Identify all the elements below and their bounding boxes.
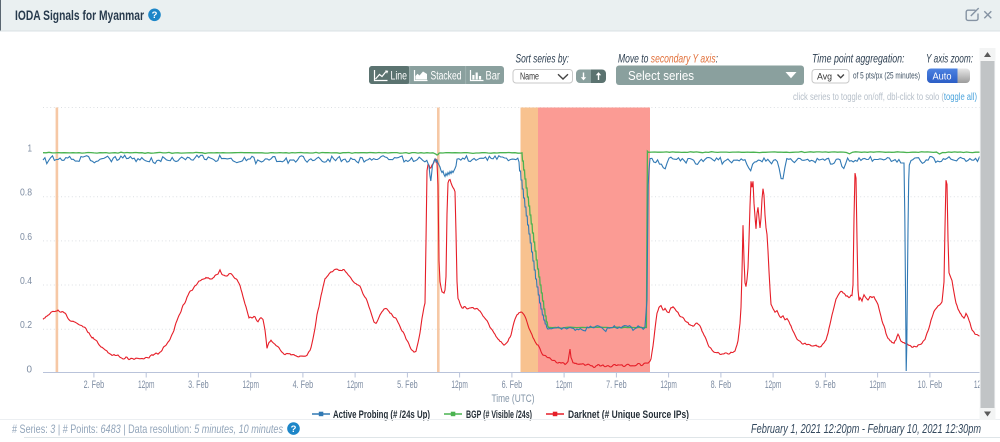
svg-text:6483: 6483: [101, 422, 121, 436]
svg-text:12pm: 12pm: [660, 379, 677, 391]
svg-text:12pm: 12pm: [347, 379, 364, 391]
svg-text:12pm: 12pm: [765, 379, 782, 391]
svg-text:February 1, 2021 12:20pm - Feb: February 1, 2021 12:20pm - February 10, …: [751, 422, 981, 436]
svg-text:# Series:: # Series:: [12, 422, 50, 436]
svg-text:Time point aggregation:: Time point aggregation:: [812, 52, 905, 66]
svg-text:Name: Name: [520, 72, 539, 83]
svg-text:IODA Signals for Myanmar: IODA Signals for Myanmar: [15, 7, 144, 23]
svg-text:3. Feb: 3. Feb: [188, 379, 209, 391]
svg-text:Y axis zoom:: Y axis zoom:: [926, 52, 973, 66]
svg-text:1: 1: [28, 144, 33, 155]
svg-text:Time (UTC): Time (UTC): [492, 393, 535, 405]
svg-text:Line: Line: [391, 68, 408, 82]
svg-text:0.6: 0.6: [20, 232, 32, 243]
svg-text:Bar: Bar: [486, 68, 501, 82]
svg-text:6. Feb: 6. Feb: [502, 379, 523, 391]
svg-text:12pm: 12pm: [556, 379, 573, 391]
svg-text:12pm: 12pm: [451, 379, 468, 391]
svg-text:5. Feb: 5. Feb: [397, 379, 418, 391]
svg-text:0.2: 0.2: [20, 320, 32, 331]
svg-text:Avg: Avg: [817, 71, 832, 82]
svg-text:Select series: Select series: [628, 68, 694, 83]
svg-text:12pm: 12pm: [138, 379, 155, 391]
svg-text:| Data resolution:: | Data resolution:: [121, 422, 195, 436]
svg-text:2. Feb: 2. Feb: [84, 379, 105, 391]
svg-text:0: 0: [27, 364, 33, 375]
svg-text:| # Points:: | # Points:: [55, 422, 100, 436]
svg-text:5 minutes, 10 minutes: 5 minutes, 10 minutes: [194, 422, 283, 436]
svg-text:8. Feb: 8. Feb: [711, 379, 732, 391]
svg-text:0.8: 0.8: [20, 188, 32, 199]
svg-text::: :: [716, 52, 718, 66]
svg-text:?: ?: [152, 10, 158, 21]
svg-text:?: ?: [291, 424, 297, 435]
svg-text:click series to toggle on/off,: click series to toggle on/off, dbl-click…: [793, 92, 944, 103]
svg-text:toggle all): toggle all): [944, 92, 977, 103]
svg-text:4. Feb: 4. Feb: [293, 379, 314, 391]
svg-text:BGP (# Visible /24s): BGP (# Visible /24s): [466, 409, 532, 421]
svg-text:Active Probing (# /24s Up): Active Probing (# /24s Up): [333, 409, 430, 421]
svg-text:12pm: 12pm: [242, 379, 259, 391]
svg-text:Stacked: Stacked: [431, 68, 462, 82]
svg-text:3: 3: [50, 422, 55, 436]
svg-text:12pm: 12pm: [869, 379, 886, 391]
svg-text:0.4: 0.4: [20, 276, 32, 287]
svg-text:Darknet (# Unique Source IPs): Darknet (# Unique Source IPs): [568, 409, 689, 421]
svg-text:9. Feb: 9. Feb: [815, 379, 836, 391]
svg-text:Auto: Auto: [933, 71, 952, 83]
svg-text:10. Feb: 10. Feb: [918, 379, 943, 391]
svg-text:7. Feb: 7. Feb: [606, 379, 627, 391]
svg-text:Move to: Move to: [618, 52, 651, 66]
svg-text:of 5 pts/px (25 minutes): of 5 pts/px (25 minutes): [853, 70, 920, 81]
svg-text:Sort series by:: Sort series by:: [516, 52, 570, 66]
svg-text:secondary Y axis: secondary Y axis: [651, 52, 716, 66]
